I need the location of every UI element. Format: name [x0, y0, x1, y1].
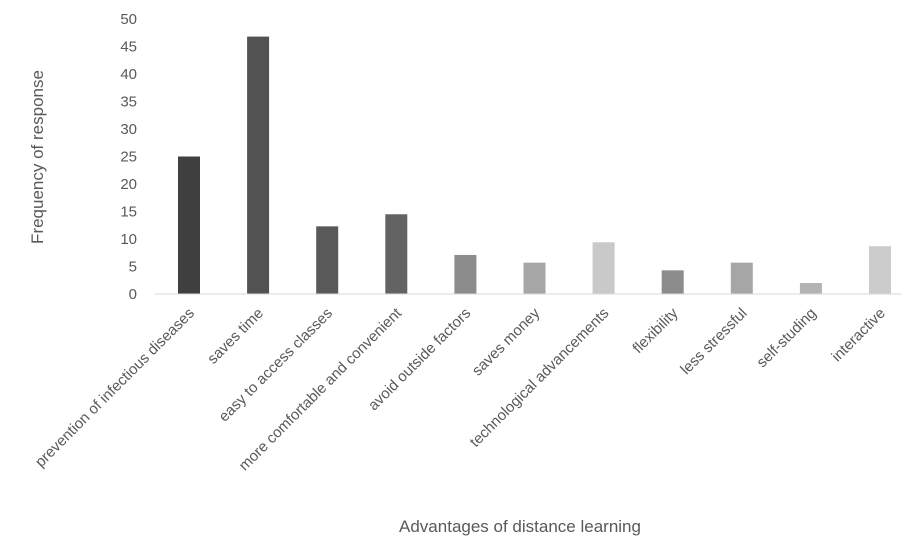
x-category-label: easy to access classes: [216, 305, 336, 425]
y-tick-label: 30: [120, 121, 137, 138]
y-axis-title: Frequency of response: [28, 70, 47, 244]
y-tick-label: 35: [120, 94, 137, 111]
y-tick-label: 45: [120, 39, 137, 56]
y-tick-label: 5: [129, 259, 137, 276]
bar: [247, 36, 270, 294]
bar: [592, 242, 615, 294]
y-tick-label: 10: [120, 231, 137, 248]
bar: [799, 283, 822, 294]
x-axis-category-labels: prevention of infectious diseases saves t…: [32, 304, 889, 474]
bar: [316, 226, 339, 294]
y-tick-label: 40: [120, 66, 137, 83]
x-category-label: less stressful: [677, 305, 750, 378]
y-axis-ticks: 0 5 10 15 20 25 30 35 40 45 50: [120, 11, 137, 303]
x-category-label: prevention of infectious diseases: [32, 305, 198, 471]
x-axis-title: Advantages of distance learning: [399, 517, 641, 536]
bar: [869, 246, 891, 294]
y-tick-label: 50: [120, 11, 137, 28]
bar: [385, 214, 408, 294]
x-category-label: technological advancements: [467, 305, 613, 451]
y-tick-label: 20: [120, 176, 137, 193]
bar: [178, 156, 200, 294]
bar: [523, 262, 546, 294]
bar: [730, 262, 753, 294]
bars: [178, 36, 891, 294]
x-category-label: saves time: [204, 305, 267, 368]
y-tick-label: 25: [120, 149, 137, 166]
bar: [454, 254, 477, 294]
bar: [661, 270, 684, 294]
x-category-label: flexibility: [629, 304, 681, 356]
x-category-label: interactive: [828, 305, 888, 365]
x-category-label: self-studing: [753, 305, 819, 371]
y-tick-label: 15: [120, 204, 137, 221]
x-category-label: saves money: [469, 304, 544, 379]
y-tick-label: 0: [129, 286, 137, 303]
